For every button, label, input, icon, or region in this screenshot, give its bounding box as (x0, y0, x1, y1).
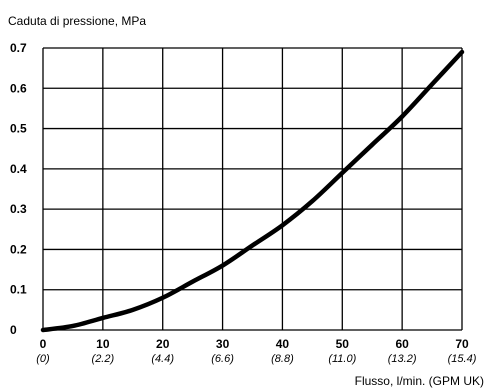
x-tick-sublabel: (6.6) (211, 353, 234, 365)
x-tick-label: 10 (96, 337, 110, 351)
x-tick-label: 50 (336, 337, 350, 351)
x-tick-sublabel: (13.2) (388, 353, 417, 365)
x-tick-sublabel: (4.4) (151, 353, 174, 365)
y-tick-label: 0.1 (10, 283, 27, 297)
y-tick-labels: 0 0.1 0.2 0.3 0.4 0.5 0.6 0.7 (10, 41, 27, 337)
x-tick-label: 0 (40, 337, 47, 351)
y-tick-label: 0.4 (10, 162, 27, 176)
x-tick-sublabel: (2.2) (92, 353, 115, 365)
x-tick-label: 20 (156, 337, 170, 351)
y-tick-label: 0.6 (10, 81, 27, 95)
x-tick-sublabel: (15.4) (448, 353, 477, 365)
x-tick-sublabel: (11.0) (328, 353, 356, 365)
x-tick-labels: 0 (0) 10 (2.2) 20 (4.4) 30 (6.6) 40 (8.8) 50 (11.0)… (36, 337, 476, 365)
x-tick-sublabel: (8.8) (271, 353, 294, 365)
y-axis-title: Caduta di pressione, MPa (8, 14, 146, 28)
x-axis-title: Flusso, l/min. (GPM UK) (355, 374, 484, 388)
series-line (40, 49, 465, 333)
grid (42, 47, 463, 331)
x-tick-label: 70 (455, 337, 469, 351)
x-tick-label: 60 (395, 337, 409, 351)
y-tick-label: 0 (10, 323, 17, 337)
x-tick-sublabel: (0) (36, 353, 50, 365)
y-tick-label: 0.2 (10, 242, 27, 256)
y-tick-label: 0.5 (10, 122, 27, 136)
x-tick-label: 40 (276, 337, 290, 351)
x-tick-label: 30 (216, 337, 230, 351)
y-tick-label: 0.7 (10, 41, 27, 55)
y-tick-label: 0.3 (10, 202, 27, 216)
